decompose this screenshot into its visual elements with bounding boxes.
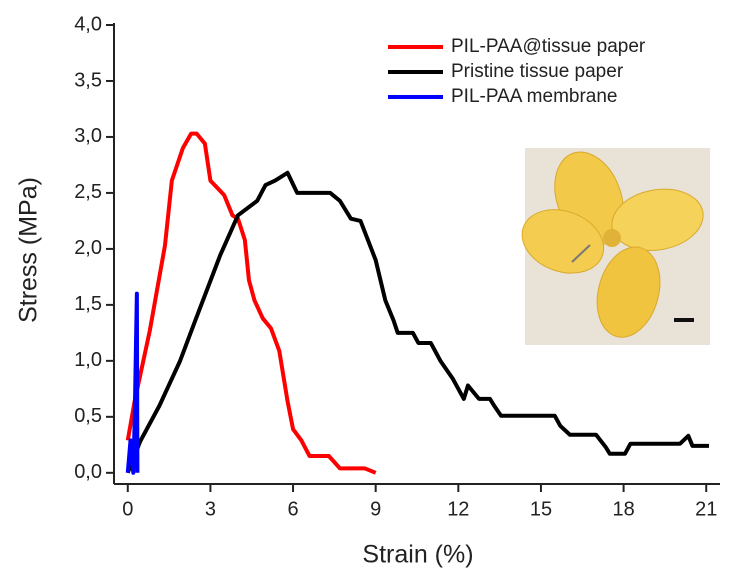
inset-photo xyxy=(521,148,710,345)
legend-label: Pristine tissue paper xyxy=(451,61,624,82)
x-tick-label: 9 xyxy=(370,498,381,520)
y-tick-label: 2,5 xyxy=(74,181,102,203)
x-tick-label: 3 xyxy=(205,498,216,520)
x-tick-label: 0 xyxy=(122,498,133,520)
y-tick-label: 1,0 xyxy=(74,349,102,371)
legend-label: PIL-PAA membrane xyxy=(451,86,618,107)
y-tick-label: 3,0 xyxy=(74,125,102,147)
photo-flower xyxy=(521,151,704,338)
y-tick-label: 1,5 xyxy=(74,293,102,315)
y-tick-label: 4,0 xyxy=(74,13,102,35)
y-tick-label: 0,5 xyxy=(74,405,102,427)
x-tick-label: 21 xyxy=(695,498,717,520)
data-line xyxy=(125,291,140,475)
x-tick-label: 18 xyxy=(612,498,634,520)
data-line xyxy=(125,131,377,475)
legend-label: PIL-PAA@tissue paper xyxy=(451,36,646,57)
x-tick-label: 12 xyxy=(447,498,469,520)
y-tick-label: 3,5 xyxy=(74,69,102,91)
x-tick-label: 15 xyxy=(530,498,552,520)
scale-bar xyxy=(674,318,694,322)
x-axis-label: Strain (%) xyxy=(362,541,473,569)
y-tick-label: 0,0 xyxy=(74,461,102,483)
data-line xyxy=(125,170,709,474)
x-tick-label: 6 xyxy=(287,498,298,520)
y-tick-label: 2,0 xyxy=(74,237,102,259)
photo-stem xyxy=(571,244,591,263)
y-axis-label: Stress (MPa) xyxy=(15,177,43,323)
